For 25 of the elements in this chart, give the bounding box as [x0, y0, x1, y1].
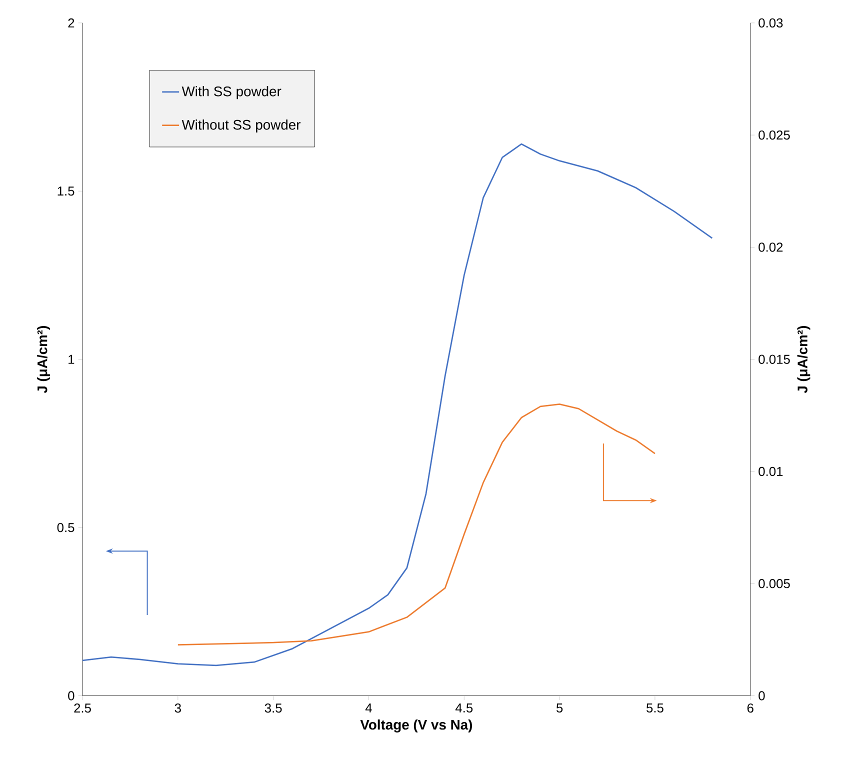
y-tick-label: 2: [68, 18, 74, 28]
x-tick-label: 4.5: [455, 703, 473, 712]
legend-label: Without SS powder: [182, 119, 301, 132]
y-tick-label: 1.5: [58, 186, 74, 196]
x-tick-label: 6: [747, 703, 754, 712]
y2-tick-label: 0.03: [758, 18, 783, 28]
x-tick-label: 5: [556, 703, 563, 712]
x-axis-title: Voltage (V vs Na): [360, 719, 472, 732]
y2-tick-label: 0.02: [758, 242, 783, 252]
x-tick-label: 3: [174, 703, 181, 712]
x-tick-label: 4: [365, 703, 372, 712]
y2-tick-label: 0: [758, 690, 765, 700]
y2-tick-label: 0.01: [758, 466, 783, 476]
y-axis-title: J (μA/cm²): [37, 326, 50, 393]
x-tick-label: 2.5: [74, 703, 91, 712]
legend-label: With SS powder: [182, 86, 282, 99]
y-tick-label: 1: [68, 354, 74, 364]
y2-tick-label: 0.025: [758, 130, 790, 140]
y2-tick-label: 0.015: [758, 354, 790, 364]
y-tick-label: 0.5: [57, 522, 74, 532]
x-tick-label: 3.5: [264, 703, 282, 712]
y2-axis-title: J (μA/cm²): [797, 326, 810, 393]
y-tick-label: 0: [68, 690, 74, 700]
x-tick-label: 5.5: [646, 703, 664, 712]
y2-tick-label: 0.005: [758, 578, 790, 588]
